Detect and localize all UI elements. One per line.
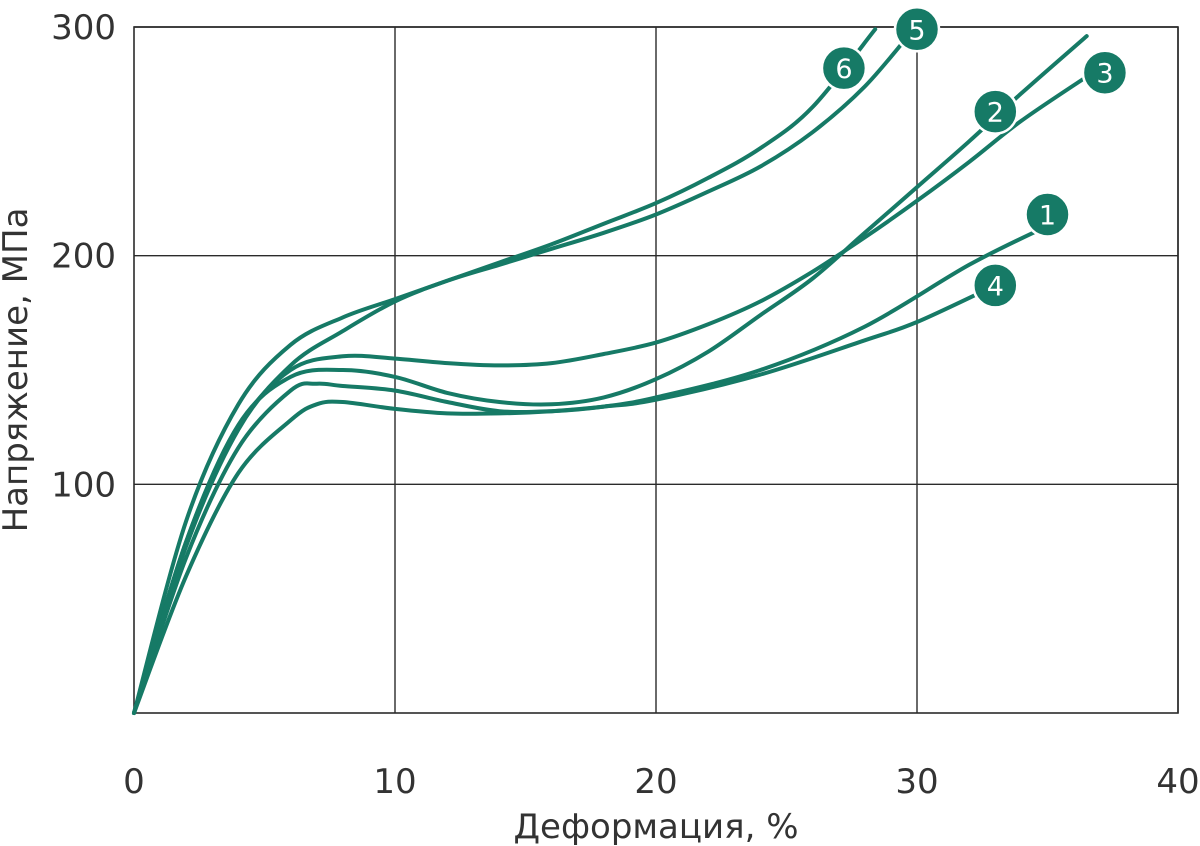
series-badge-6: 6	[820, 44, 868, 92]
badge-circle	[820, 44, 868, 92]
badge-circle	[1024, 191, 1071, 238]
series-badge-1: 1	[1024, 191, 1071, 238]
series-line-1	[132, 223, 1050, 715]
x-tick-label: 40	[1156, 762, 1199, 802]
y-tick-label: 300	[51, 8, 116, 48]
x-tick-label: 20	[634, 762, 677, 802]
y-tick-label: 200	[51, 237, 116, 277]
x-tick-label: 0	[123, 762, 145, 802]
badge-label: 3	[1096, 59, 1113, 90]
axes	[133, 26, 1179, 714]
badge-label: 5	[908, 15, 925, 46]
x-tick-label: 30	[895, 762, 938, 802]
badge-circle	[1081, 49, 1129, 96]
x-axis-label: Деформация, %	[513, 807, 798, 846]
badge-label: 2	[987, 98, 1004, 129]
series-badge-5: 5	[893, 6, 941, 53]
series-line-4	[132, 283, 998, 715]
tick-labels: 0 10 20 30 40 100 200 300	[51, 8, 1200, 802]
series-line-5	[132, 29, 914, 715]
series-badge-3: 3	[1081, 49, 1129, 96]
y-axis-label: Напряжение, МПа	[0, 208, 36, 533]
badge-label: 1	[1039, 201, 1056, 232]
badge-label: 6	[835, 54, 852, 85]
x-tick-label: 10	[373, 762, 416, 802]
series-badge-4: 4	[972, 262, 1019, 309]
badge-circle	[972, 262, 1019, 309]
badge-circle	[972, 88, 1019, 135]
y-tick-label: 100	[51, 465, 116, 505]
series-line-6	[132, 27, 878, 715]
series-badges: 1 2 3 4 5 6	[820, 6, 1129, 309]
plot-frame	[133, 26, 1179, 714]
badge-circle	[893, 6, 941, 53]
series-badge-2: 2	[972, 88, 1019, 135]
series-lines	[132, 27, 1092, 715]
badge-label: 4	[987, 271, 1004, 302]
